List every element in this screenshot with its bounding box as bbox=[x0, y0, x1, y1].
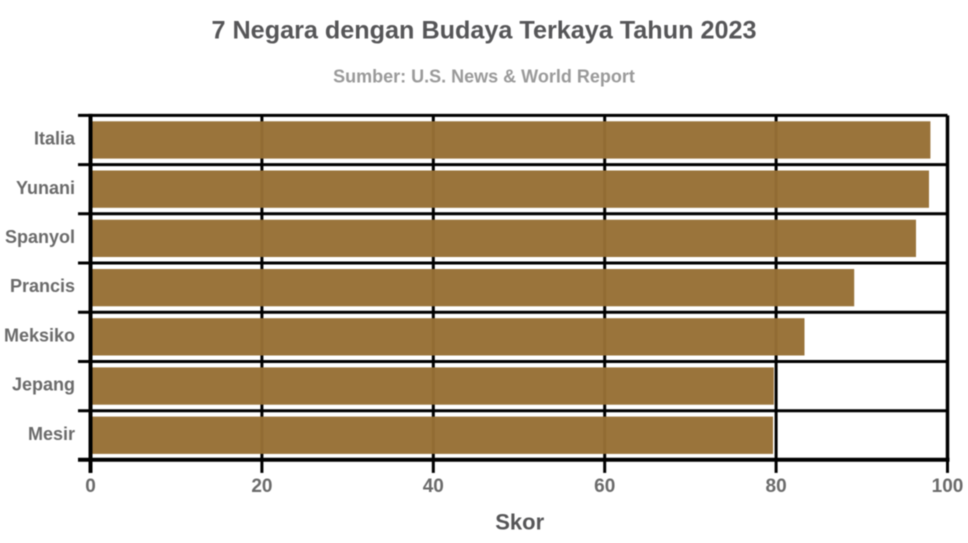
svg-text:0: 0 bbox=[85, 476, 96, 497]
svg-text:Skor: Skor bbox=[495, 510, 544, 535]
svg-text:Spanyol: Spanyol bbox=[5, 227, 75, 247]
svg-text:Yunani: Yunani bbox=[16, 178, 75, 198]
svg-text:Sumber: U.S. News & World Repo: Sumber: U.S. News & World Report bbox=[333, 66, 635, 86]
svg-text:80: 80 bbox=[766, 476, 787, 497]
svg-text:Prancis: Prancis bbox=[10, 276, 75, 296]
svg-text:Italia: Italia bbox=[34, 129, 76, 149]
svg-text:7 Negara dengan Budaya Terkaya: 7 Negara dengan Budaya Terkaya Tahun 202… bbox=[211, 16, 756, 44]
svg-text:Meksiko: Meksiko bbox=[4, 325, 75, 345]
svg-text:100: 100 bbox=[932, 476, 964, 497]
svg-text:60: 60 bbox=[594, 476, 615, 497]
svg-text:20: 20 bbox=[251, 476, 272, 497]
svg-text:Mesir: Mesir bbox=[28, 424, 75, 444]
svg-text:Jepang: Jepang bbox=[12, 375, 75, 395]
svg-text:40: 40 bbox=[423, 476, 444, 497]
